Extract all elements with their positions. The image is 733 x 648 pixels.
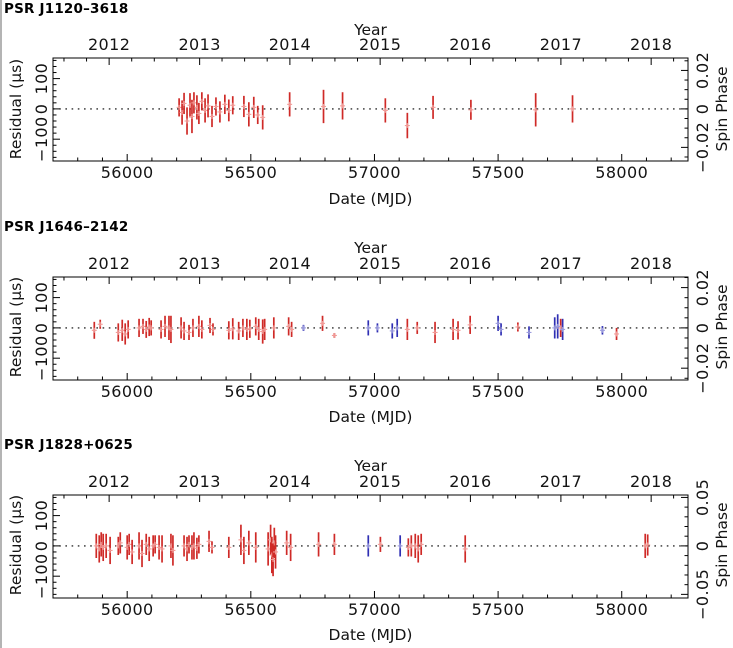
svg-text:57500: 57500 bbox=[472, 382, 525, 401]
plot-title: PSR J1120–3618 bbox=[4, 1, 129, 17]
svg-text:−100: −100 bbox=[32, 116, 51, 162]
svg-text:−100: −100 bbox=[32, 553, 51, 599]
svg-text:2018: 2018 bbox=[630, 35, 672, 54]
svg-text:−0.02: −0.02 bbox=[693, 122, 712, 173]
svg-text:0: 0 bbox=[32, 323, 51, 334]
window-left-border bbox=[0, 0, 2, 648]
bottom-axis-label: Date (MJD) bbox=[328, 190, 413, 208]
left-axis-label: Residual (μs) bbox=[7, 276, 25, 378]
svg-text:0.02: 0.02 bbox=[693, 52, 712, 89]
svg-text:2015: 2015 bbox=[359, 35, 401, 54]
svg-text:2017: 2017 bbox=[540, 35, 582, 54]
svg-text:57500: 57500 bbox=[472, 600, 525, 619]
svg-text:58000: 58000 bbox=[595, 382, 648, 401]
svg-text:2014: 2014 bbox=[269, 472, 311, 491]
residual-scatter-plot: 56000 56500 57000 57500 58000 2012 2013 2014 201… bbox=[32, 35, 712, 182]
svg-text:2016: 2016 bbox=[449, 254, 491, 273]
svg-text:2016: 2016 bbox=[449, 35, 491, 54]
svg-text:−0.02: −0.02 bbox=[693, 343, 712, 394]
svg-text:57500: 57500 bbox=[472, 163, 525, 182]
plot-title: PSR J1828+0625 bbox=[4, 437, 133, 453]
svg-text:2013: 2013 bbox=[178, 472, 220, 491]
left-axis-label: Residual (μs) bbox=[7, 58, 25, 160]
svg-text:100: 100 bbox=[32, 63, 51, 95]
svg-text:56500: 56500 bbox=[224, 382, 277, 401]
svg-text:56000: 56000 bbox=[101, 600, 154, 619]
svg-text:57000: 57000 bbox=[348, 163, 401, 182]
bottom-axis-label: Date (MJD) bbox=[328, 626, 413, 644]
top-axis-label: Year bbox=[354, 457, 387, 475]
svg-text:2015: 2015 bbox=[359, 254, 401, 273]
svg-text:56000: 56000 bbox=[101, 163, 154, 182]
right-axis-label: Spin Phase bbox=[713, 502, 731, 588]
svg-text:57000: 57000 bbox=[348, 600, 401, 619]
svg-text:2013: 2013 bbox=[178, 35, 220, 54]
top-axis-label: Year bbox=[354, 239, 387, 257]
right-axis-label: Spin Phase bbox=[713, 284, 731, 370]
residual-scatter-plot: 56000 56500 57000 57500 58000 2012 2013 2014 201… bbox=[32, 472, 712, 620]
svg-text:0.05: 0.05 bbox=[693, 479, 712, 516]
residual-scatter-plot: 56000 56500 57000 57500 58000 2012 2013 2014 201… bbox=[32, 254, 712, 401]
bottom-axis-label: Date (MJD) bbox=[328, 408, 413, 426]
svg-text:2014: 2014 bbox=[269, 35, 311, 54]
svg-text:56000: 56000 bbox=[101, 382, 154, 401]
right-axis-label: Spin Phase bbox=[713, 66, 731, 152]
svg-text:2012: 2012 bbox=[88, 35, 130, 54]
left-axis-label: Residual (μs) bbox=[7, 494, 25, 596]
svg-text:58000: 58000 bbox=[595, 163, 648, 182]
svg-text:2018: 2018 bbox=[630, 254, 672, 273]
svg-text:2018: 2018 bbox=[630, 472, 672, 491]
svg-text:0: 0 bbox=[693, 323, 712, 334]
svg-text:0: 0 bbox=[32, 104, 51, 115]
svg-text:100: 100 bbox=[32, 500, 51, 532]
svg-text:2014: 2014 bbox=[269, 254, 311, 273]
svg-text:2017: 2017 bbox=[540, 254, 582, 273]
svg-text:57000: 57000 bbox=[348, 382, 401, 401]
svg-text:−0.05: −0.05 bbox=[693, 569, 712, 620]
plot-title: PSR J1646–2142 bbox=[4, 219, 129, 235]
svg-text:2015: 2015 bbox=[359, 472, 401, 491]
svg-text:2012: 2012 bbox=[88, 254, 130, 273]
panel-psr-j1646-2142: PSR J1646–2142 Year 56000 56500 57000 57500… bbox=[0, 218, 733, 436]
svg-text:−100: −100 bbox=[32, 335, 51, 381]
svg-text:0: 0 bbox=[693, 104, 712, 115]
panel-psr-j1120-3618: PSR J1120–3618 Year 56000 56500 57000 57500… bbox=[0, 0, 733, 218]
svg-text:0: 0 bbox=[32, 541, 51, 552]
svg-text:0: 0 bbox=[693, 541, 712, 552]
svg-text:2012: 2012 bbox=[88, 472, 130, 491]
svg-text:58000: 58000 bbox=[595, 600, 648, 619]
svg-text:100: 100 bbox=[32, 282, 51, 314]
top-axis-label: Year bbox=[354, 21, 387, 39]
svg-text:56500: 56500 bbox=[224, 600, 277, 619]
svg-text:0.02: 0.02 bbox=[693, 269, 712, 306]
svg-text:56500: 56500 bbox=[224, 163, 277, 182]
panel-psr-j1828-0625: PSR J1828+0625 Year 56000 56500 57000 57500… bbox=[0, 436, 733, 648]
svg-text:2016: 2016 bbox=[449, 472, 491, 491]
svg-text:2017: 2017 bbox=[540, 472, 582, 491]
svg-text:2013: 2013 bbox=[178, 254, 220, 273]
